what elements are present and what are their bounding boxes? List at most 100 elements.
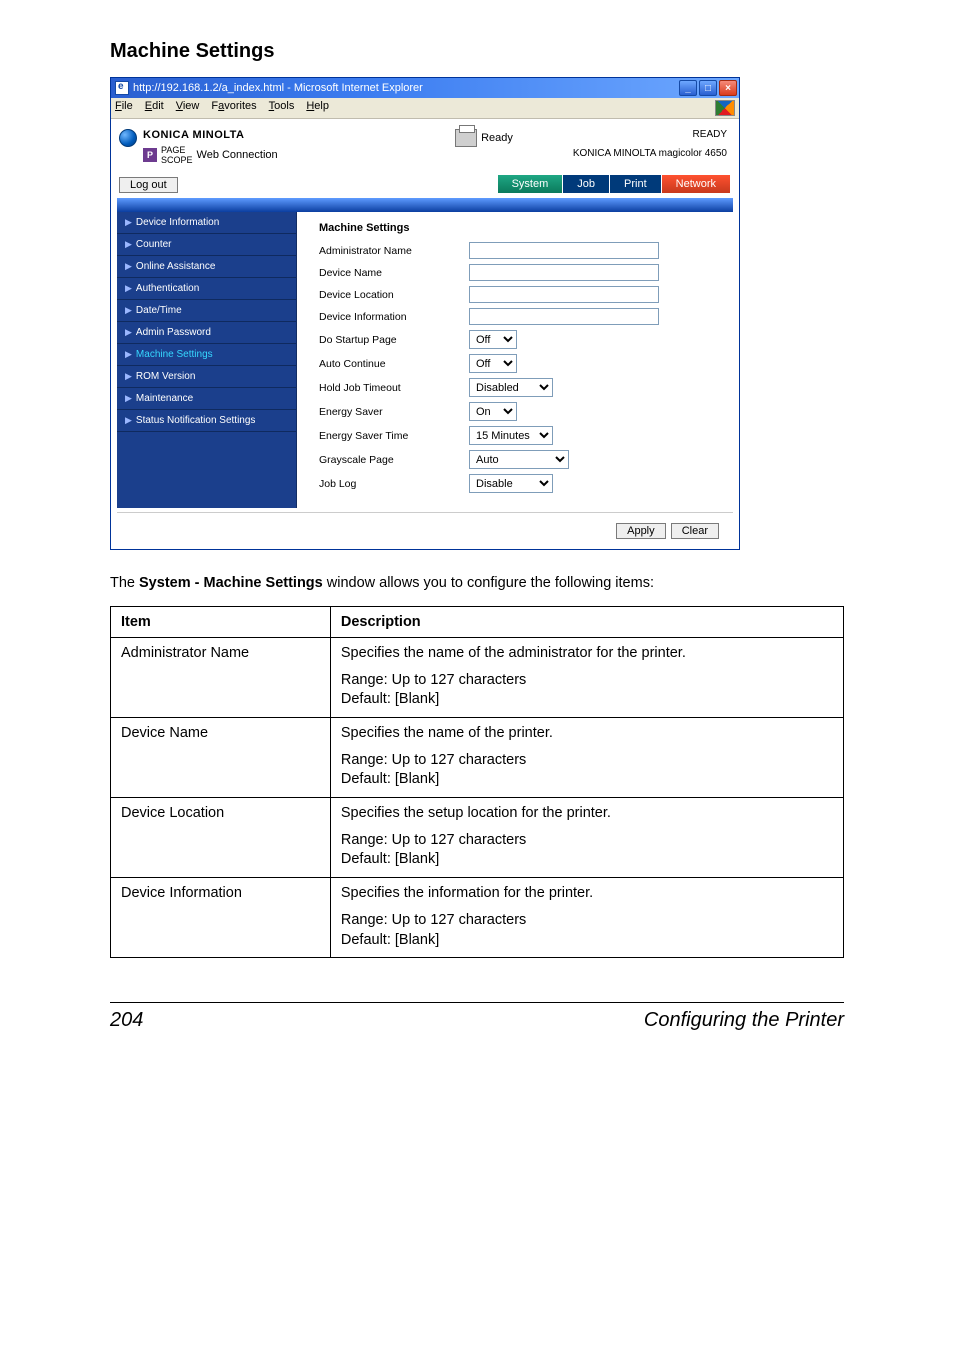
sidebar-item-counter[interactable]: ▶ Counter	[117, 234, 296, 256]
form-label: Do Startup Page	[319, 334, 469, 346]
form-row-admin-name: Administrator Name	[319, 242, 719, 259]
menu-view[interactable]: View	[176, 100, 200, 116]
sidebar-item-date-time[interactable]: ▶ Date/Time	[117, 300, 296, 322]
chevron-right-icon: ▶	[125, 371, 132, 382]
th-desc: Description	[330, 606, 843, 637]
maximize-button[interactable]: □	[699, 80, 717, 96]
tab-bar: System Job Print Network	[498, 175, 731, 193]
description-table: Item Description Administrator NameSpeci…	[110, 606, 844, 959]
footer-rule	[110, 1002, 844, 1003]
menu-help[interactable]: Help	[306, 100, 329, 116]
table-row: Device NameSpecifies the name of the pri…	[111, 717, 844, 797]
energy-saver-select[interactable]: On	[469, 402, 517, 421]
desc-text: Specifies the setup location for the pri…	[341, 805, 833, 821]
chevron-right-icon: ▶	[125, 283, 132, 294]
cell-desc: Specifies the information for the printe…	[330, 877, 843, 957]
cell-desc: Specifies the name of the administrator …	[330, 637, 843, 717]
device-info-input[interactable]	[469, 308, 659, 325]
sidebar-item-admin-password[interactable]: ▶ Admin Password	[117, 322, 296, 344]
chevron-right-icon: ▶	[125, 239, 132, 250]
form-row-grayscale: Grayscale PageAuto	[319, 450, 719, 469]
sidebar-item-label: Counter	[136, 239, 172, 250]
form-label: Device Name	[319, 267, 469, 279]
browser-window: http://192.168.1.2/a_index.html - Micros…	[110, 77, 740, 550]
chevron-right-icon: ▶	[125, 217, 132, 228]
menu-file[interactable]: File	[115, 100, 133, 116]
minimize-button[interactable]: _	[679, 80, 697, 96]
desc-text: Specifies the information for the printe…	[341, 885, 833, 901]
form-label: Energy Saver Time	[319, 430, 469, 442]
brand-name: KONICA MINOLTA	[143, 129, 278, 141]
status-ready-small: Ready	[481, 132, 513, 144]
sidebar-item-label: Admin Password	[136, 327, 211, 338]
status-ready-big: READY	[573, 129, 727, 140]
job-log-select[interactable]: Disable	[469, 474, 553, 493]
form-label: Auto Continue	[319, 358, 469, 370]
form-row-job-log: Job LogDisable	[319, 474, 719, 493]
form-label: Administrator Name	[319, 245, 469, 257]
chevron-right-icon: ▶	[125, 305, 132, 316]
hold-job-select[interactable]: Disabled	[469, 378, 553, 397]
sidebar-item-device-information[interactable]: ▶ Device Information	[117, 212, 296, 234]
tab-system[interactable]: System	[498, 175, 564, 193]
grayscale-select[interactable]: Auto	[469, 450, 569, 469]
sidebar-item-status-notification-settings[interactable]: ▶Status Notification Settings	[117, 410, 296, 432]
range-text: Range: Up to 127 characters	[341, 911, 833, 931]
form-label: Device Location	[319, 289, 469, 301]
chevron-right-icon: ▶	[125, 393, 132, 404]
clear-button[interactable]: Clear	[671, 523, 719, 539]
sidebar-item-label: Date/Time	[136, 305, 182, 316]
page-heading: Machine Settings	[110, 40, 844, 63]
admin-name-input[interactable]	[469, 242, 659, 259]
menu-edit[interactable]: Edit	[145, 100, 164, 116]
tab-print[interactable]: Print	[610, 175, 662, 193]
sidebar-item-rom-version[interactable]: ▶ROM Version	[117, 366, 296, 388]
chevron-right-icon: ▶	[125, 327, 132, 338]
energy-time-select[interactable]: 15 Minutes	[469, 426, 553, 445]
form-row-device-info: Device Information	[319, 308, 719, 325]
sidebar-item-authentication[interactable]: ▶Authentication	[117, 278, 296, 300]
range-text: Range: Up to 127 characters	[341, 831, 833, 851]
chevron-right-icon: ▶	[125, 415, 132, 426]
tab-job[interactable]: Job	[563, 175, 610, 193]
tab-network[interactable]: Network	[662, 175, 731, 193]
table-row: Device Information Specifies the informat…	[111, 877, 844, 957]
printer-icon	[455, 129, 477, 147]
cell-desc: Specifies the name of the printer. Range:…	[330, 717, 843, 797]
pagescope-label: Web Connection	[197, 149, 278, 161]
desc-text: Specifies the name of the printer.	[341, 725, 833, 741]
form-row-hold-job: Hold Job TimeoutDisabled	[319, 378, 719, 397]
sidebar-item-maintenance[interactable]: ▶Maintenance	[117, 388, 296, 410]
sidebar-item-label: Device Information	[136, 217, 219, 228]
startup-page-select[interactable]: Off	[469, 330, 517, 349]
pagescope-icon	[143, 148, 157, 162]
device-name-input[interactable]	[469, 264, 659, 281]
auto-continue-select[interactable]: Off	[469, 354, 517, 373]
cell-item: Device Name	[111, 717, 331, 797]
cell-item: Device Information	[111, 877, 331, 957]
form-label: Device Information	[319, 311, 469, 323]
page-number: 204	[110, 1009, 143, 1032]
form-label: Hold Job Timeout	[319, 382, 469, 394]
cell-desc: Specifies the setup location for the pri…	[330, 797, 843, 877]
brand-orb-icon	[119, 129, 137, 147]
titlebar: http://192.168.1.2/a_index.html - Micros…	[111, 78, 739, 98]
sidebar-item-machine-settings[interactable]: ▶Machine Settings	[117, 344, 296, 366]
form-heading: Machine Settings	[319, 222, 719, 234]
logout-button[interactable]: Log out	[119, 177, 178, 193]
range-text: Range: Up to 127 characters	[341, 751, 833, 771]
device-location-input[interactable]	[469, 286, 659, 303]
menu-favorites[interactable]: Favorites	[211, 100, 256, 116]
menu-tools[interactable]: Tools	[269, 100, 295, 116]
apply-button[interactable]: Apply	[616, 523, 666, 539]
form-row-startup-page: Do Startup PageOff	[319, 330, 719, 349]
window-title: http://192.168.1.2/a_index.html - Micros…	[133, 82, 423, 94]
sidebar-item-label: Machine Settings	[136, 349, 213, 360]
model-text: KONICA MINOLTA magicolor 4650	[573, 148, 727, 159]
chevron-right-icon: ▶	[125, 261, 132, 272]
table-row: Device LocationSpecifies the setup locat…	[111, 797, 844, 877]
sidebar-item-online-assistance[interactable]: ▶Online Assistance	[117, 256, 296, 278]
default-text: Default: [Blank]	[341, 770, 833, 790]
close-button[interactable]: ×	[719, 80, 737, 96]
form-row-energy-time: Energy Saver Time15 Minutes	[319, 426, 719, 445]
